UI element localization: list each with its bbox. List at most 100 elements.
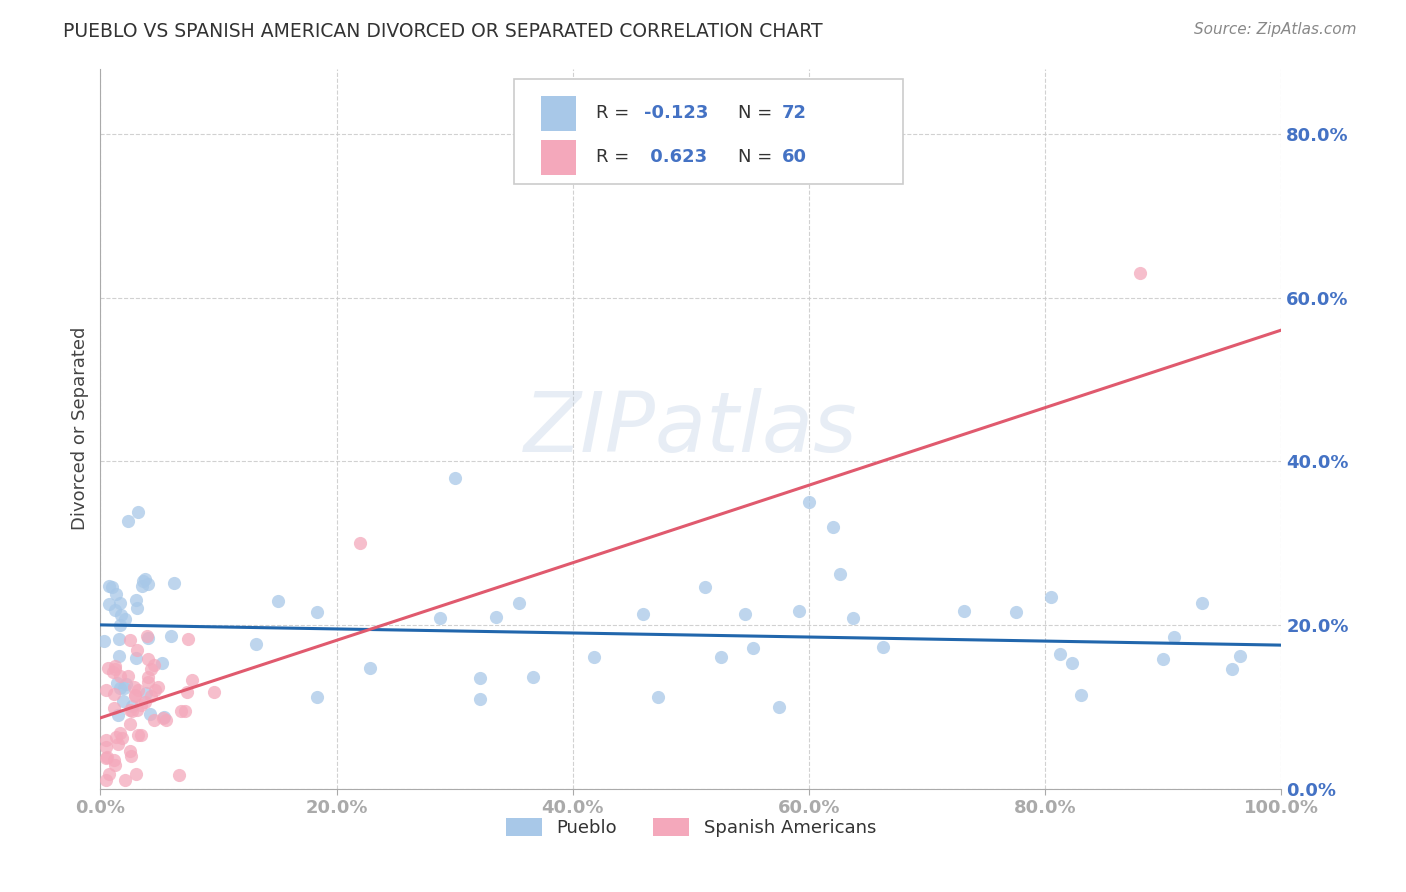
- Point: [830, 567, 852, 582]
- Point: [582, 650, 605, 665]
- Point: [97, 661, 120, 675]
- Point: [152, 711, 174, 725]
- Text: R =: R =: [596, 104, 636, 122]
- Point: [181, 673, 204, 687]
- Point: [1229, 649, 1251, 664]
- Y-axis label: Divorced or Separated: Divorced or Separated: [72, 326, 89, 530]
- Point: [103, 701, 125, 715]
- Point: [129, 728, 152, 742]
- Point: [118, 633, 141, 648]
- Point: [96, 773, 118, 788]
- Text: R =: R =: [596, 148, 636, 166]
- Point: [245, 637, 267, 651]
- Point: [124, 688, 146, 702]
- Point: [117, 669, 139, 683]
- Point: [522, 669, 544, 683]
- Point: [110, 669, 132, 683]
- Point: [167, 768, 190, 782]
- Point: [101, 580, 124, 594]
- Point: [174, 704, 197, 718]
- Point: [470, 672, 492, 686]
- Point: [103, 687, 125, 701]
- Point: [120, 744, 142, 758]
- Point: [202, 685, 225, 699]
- Point: [112, 681, 135, 696]
- Point: [695, 580, 717, 594]
- Point: [443, 470, 465, 484]
- FancyBboxPatch shape: [541, 96, 576, 131]
- Point: [125, 593, 148, 607]
- Point: [136, 674, 159, 689]
- Point: [124, 689, 146, 703]
- Point: [429, 610, 451, 624]
- Point: [114, 612, 136, 626]
- Point: [307, 690, 329, 705]
- Point: [111, 694, 134, 708]
- Point: [1222, 661, 1244, 675]
- Point: [143, 657, 166, 672]
- Point: [135, 686, 157, 700]
- Text: PUEBLO VS SPANISH AMERICAN DIVORCED OR SEPARATED CORRELATION CHART: PUEBLO VS SPANISH AMERICAN DIVORCED OR S…: [63, 22, 823, 41]
- Point: [1191, 596, 1213, 610]
- Point: [842, 611, 865, 625]
- Point: [114, 773, 136, 788]
- Point: [121, 698, 143, 713]
- Point: [789, 604, 811, 618]
- Point: [97, 597, 120, 611]
- Point: [177, 632, 200, 646]
- Point: [96, 739, 118, 754]
- Point: [143, 682, 166, 697]
- Point: [176, 685, 198, 699]
- Point: [104, 662, 127, 676]
- Point: [120, 749, 142, 764]
- Point: [139, 706, 162, 721]
- Point: [134, 695, 156, 709]
- Point: [105, 675, 128, 690]
- Point: [105, 587, 128, 601]
- Point: [136, 652, 159, 666]
- Point: [953, 604, 976, 618]
- Point: [96, 750, 118, 764]
- Point: [150, 656, 173, 670]
- Point: [163, 576, 186, 591]
- Point: [108, 681, 131, 696]
- Point: [267, 594, 290, 608]
- Point: [104, 602, 127, 616]
- Point: [132, 574, 155, 589]
- Legend: Pueblo, Spanish Americans: Pueblo, Spanish Americans: [499, 811, 883, 845]
- Point: [96, 751, 118, 765]
- Point: [160, 629, 183, 643]
- Point: [98, 767, 121, 781]
- Point: [125, 643, 148, 657]
- Point: [872, 640, 894, 654]
- Point: [359, 661, 381, 675]
- Point: [111, 731, 134, 746]
- Point: [96, 683, 118, 698]
- Point: [468, 691, 491, 706]
- Point: [131, 579, 153, 593]
- Point: [734, 607, 756, 622]
- Point: [122, 680, 145, 694]
- Point: [710, 650, 733, 665]
- Text: 72: 72: [782, 104, 807, 122]
- Point: [125, 650, 148, 665]
- Point: [110, 726, 132, 740]
- Point: [508, 596, 530, 610]
- Point: [485, 610, 508, 624]
- Point: [129, 698, 152, 713]
- Point: [98, 579, 121, 593]
- Point: [107, 632, 129, 646]
- Point: [1060, 656, 1083, 670]
- Point: [797, 495, 820, 509]
- Point: [107, 648, 129, 663]
- Point: [1152, 652, 1174, 666]
- Point: [103, 665, 125, 679]
- Point: [742, 640, 765, 655]
- Point: [768, 699, 790, 714]
- Point: [108, 596, 131, 610]
- Text: 0.623: 0.623: [644, 148, 707, 166]
- FancyBboxPatch shape: [513, 79, 904, 184]
- Point: [1163, 630, 1185, 644]
- Point: [134, 572, 156, 586]
- Point: [127, 682, 149, 697]
